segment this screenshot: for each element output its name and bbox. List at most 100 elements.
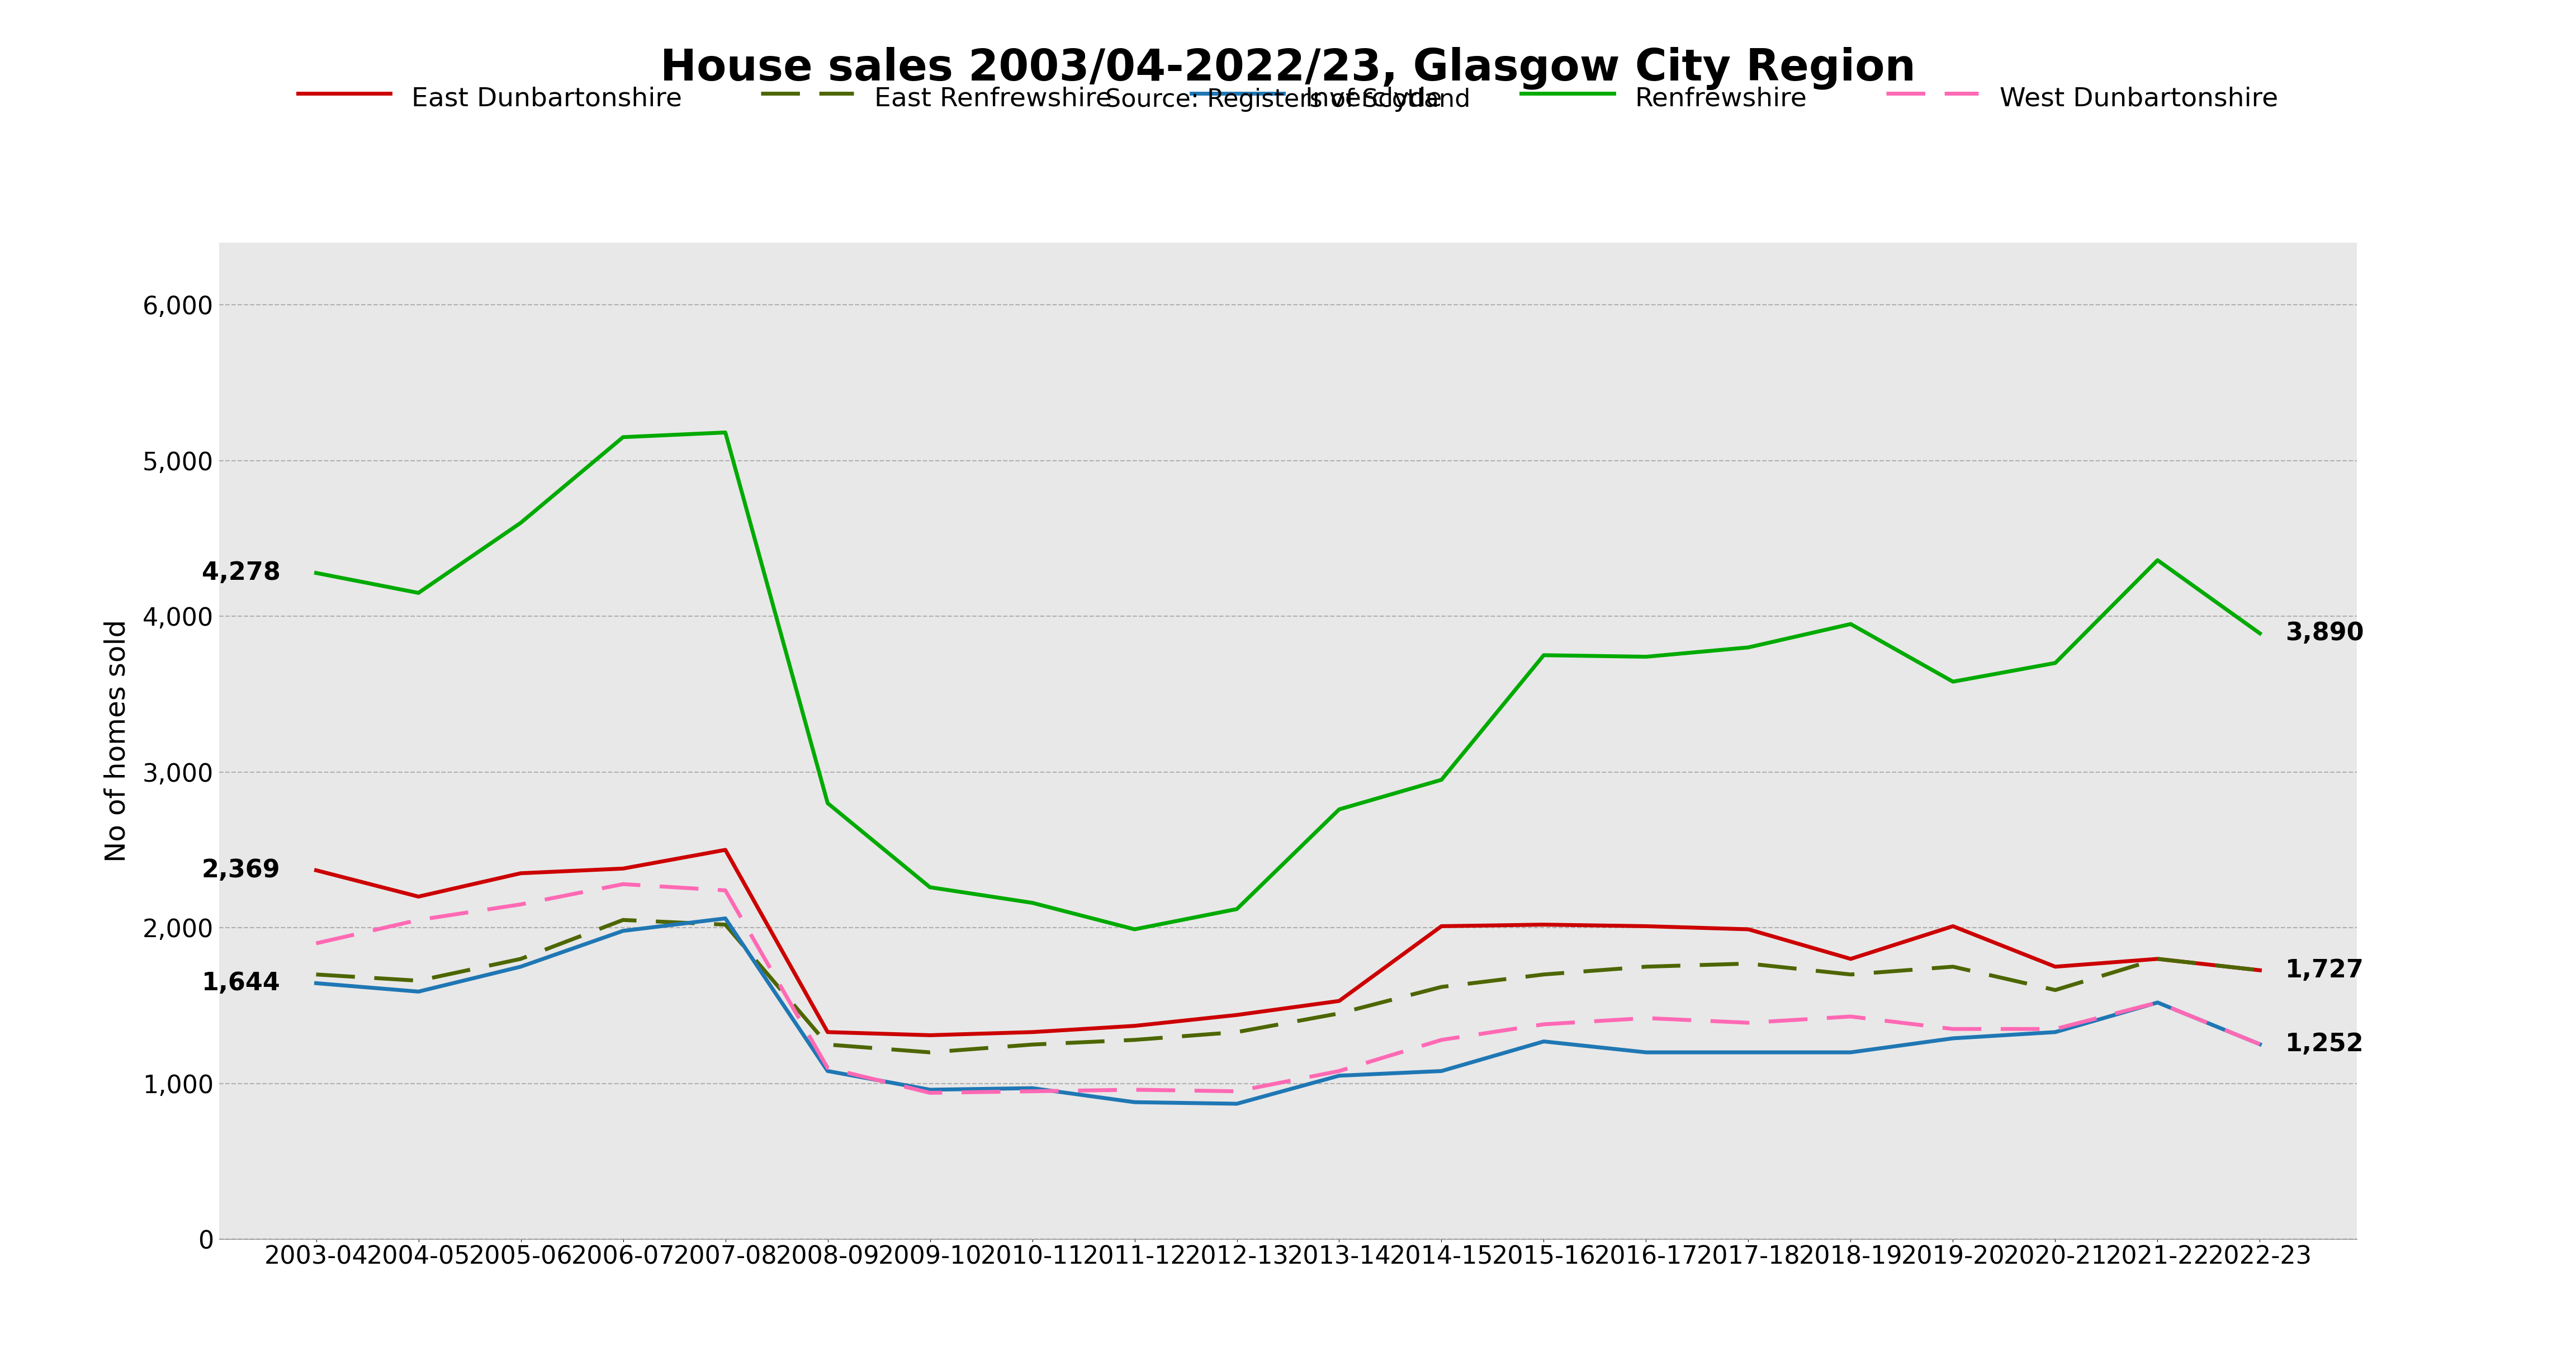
West Dunbartonshire bbox=[402, 912, 433, 928]
Line: West Dunbartonshire: West Dunbartonshire bbox=[317, 884, 2259, 1092]
Renfrewshire bbox=[301, 564, 332, 581]
West Dunbartonshire bbox=[1427, 1032, 1458, 1048]
Renfrewshire bbox=[2244, 625, 2275, 641]
East Dunbartonshire bbox=[1427, 919, 1458, 935]
East Dunbartonshire bbox=[1118, 1018, 1149, 1034]
Inverclyde bbox=[1118, 1094, 1149, 1110]
East Renfrewshire bbox=[1427, 979, 1458, 995]
East Renfrewshire bbox=[914, 1044, 945, 1060]
West Dunbartonshire bbox=[1528, 1016, 1558, 1032]
East Dunbartonshire bbox=[914, 1028, 945, 1044]
Renfrewshire bbox=[711, 424, 742, 440]
East Dunbartonshire bbox=[402, 889, 433, 905]
East Dunbartonshire bbox=[2040, 959, 2071, 975]
Text: 1,644: 1,644 bbox=[201, 971, 281, 995]
East Renfrewshire bbox=[811, 1036, 842, 1052]
Renfrewshire bbox=[505, 515, 536, 531]
East Renfrewshire bbox=[1221, 1024, 1252, 1040]
Renfrewshire bbox=[1221, 901, 1252, 917]
Inverclyde bbox=[2143, 994, 2174, 1010]
East Dunbartonshire bbox=[711, 842, 742, 858]
East Renfrewshire bbox=[301, 966, 332, 982]
West Dunbartonshire bbox=[1221, 1083, 1252, 1099]
East Dunbartonshire bbox=[505, 865, 536, 881]
Inverclyde bbox=[1221, 1095, 1252, 1111]
Renfrewshire bbox=[1427, 772, 1458, 788]
East Dunbartonshire bbox=[1834, 951, 1865, 967]
East Renfrewshire bbox=[1834, 966, 1865, 982]
Text: 1,252: 1,252 bbox=[2285, 1032, 2365, 1056]
East Dunbartonshire bbox=[1018, 1024, 1048, 1040]
Inverclyde bbox=[1324, 1068, 1355, 1084]
East Dunbartonshire bbox=[811, 1024, 842, 1040]
West Dunbartonshire bbox=[1118, 1082, 1149, 1098]
West Dunbartonshire bbox=[914, 1084, 945, 1100]
East Renfrewshire bbox=[402, 973, 433, 989]
West Dunbartonshire bbox=[711, 882, 742, 898]
Text: 1,727: 1,727 bbox=[2285, 958, 2365, 982]
Inverclyde bbox=[402, 983, 433, 999]
Line: Renfrewshire: Renfrewshire bbox=[317, 432, 2259, 929]
East Dunbartonshire bbox=[1324, 993, 1355, 1009]
Inverclyde bbox=[1937, 1030, 1968, 1047]
East Dunbartonshire bbox=[301, 862, 332, 878]
East Renfrewshire bbox=[1018, 1036, 1048, 1052]
East Dunbartonshire bbox=[2143, 951, 2174, 967]
West Dunbartonshire bbox=[1018, 1083, 1048, 1099]
Inverclyde bbox=[1018, 1080, 1048, 1096]
Renfrewshire bbox=[811, 795, 842, 811]
East Renfrewshire bbox=[608, 912, 639, 928]
East Dunbartonshire bbox=[1734, 921, 1765, 938]
East Dunbartonshire bbox=[1631, 919, 1662, 935]
Legend: East Dunbartonshire, East Renfrewshire, Inverclyde, Renfrewshire, West Dunbarton: East Dunbartonshire, East Renfrewshire, … bbox=[299, 81, 2277, 113]
West Dunbartonshire bbox=[2143, 994, 2174, 1010]
Renfrewshire bbox=[1734, 640, 1765, 656]
West Dunbartonshire bbox=[505, 896, 536, 912]
East Renfrewshire bbox=[1937, 959, 1968, 975]
Renfrewshire bbox=[402, 585, 433, 601]
East Dunbartonshire bbox=[1937, 919, 1968, 935]
Renfrewshire bbox=[1528, 647, 1558, 663]
Inverclyde bbox=[505, 959, 536, 975]
Renfrewshire bbox=[1937, 674, 1968, 690]
Text: 2,369: 2,369 bbox=[201, 858, 281, 882]
West Dunbartonshire bbox=[1937, 1021, 1968, 1037]
West Dunbartonshire bbox=[1631, 1010, 1662, 1026]
West Dunbartonshire bbox=[2244, 1036, 2275, 1052]
East Renfrewshire bbox=[2040, 982, 2071, 998]
East Renfrewshire bbox=[1528, 966, 1558, 982]
East Dunbartonshire bbox=[608, 861, 639, 877]
Inverclyde bbox=[914, 1082, 945, 1098]
Inverclyde bbox=[1427, 1063, 1458, 1079]
Renfrewshire bbox=[914, 880, 945, 896]
Text: 4,278: 4,278 bbox=[201, 560, 281, 585]
West Dunbartonshire bbox=[301, 935, 332, 951]
Renfrewshire bbox=[1834, 616, 1865, 632]
Renfrewshire bbox=[608, 430, 639, 446]
East Renfrewshire bbox=[2143, 951, 2174, 967]
East Dunbartonshire bbox=[1528, 916, 1558, 932]
Line: East Dunbartonshire: East Dunbartonshire bbox=[317, 850, 2259, 1036]
West Dunbartonshire bbox=[1734, 1014, 1765, 1030]
Renfrewshire bbox=[1018, 894, 1048, 911]
Inverclyde bbox=[1734, 1044, 1765, 1060]
West Dunbartonshire bbox=[811, 1060, 842, 1076]
East Dunbartonshire bbox=[1221, 1008, 1252, 1024]
Y-axis label: No of homes sold: No of homes sold bbox=[103, 620, 131, 862]
Inverclyde bbox=[1528, 1033, 1558, 1049]
West Dunbartonshire bbox=[608, 876, 639, 892]
West Dunbartonshire bbox=[2040, 1021, 2071, 1037]
Line: East Renfrewshire: East Renfrewshire bbox=[317, 920, 2259, 1052]
Inverclyde bbox=[811, 1063, 842, 1079]
Renfrewshire bbox=[1324, 801, 1355, 818]
Inverclyde bbox=[301, 975, 332, 991]
East Renfrewshire bbox=[711, 916, 742, 932]
Inverclyde bbox=[2040, 1024, 2071, 1040]
East Renfrewshire bbox=[1734, 955, 1765, 971]
Text: Source: Registers of Scotland: Source: Registers of Scotland bbox=[1105, 88, 1471, 112]
Text: House sales 2003/04-2022/23, Glasgow City Region: House sales 2003/04-2022/23, Glasgow Cit… bbox=[659, 47, 1917, 90]
East Dunbartonshire bbox=[2244, 962, 2275, 978]
Renfrewshire bbox=[1118, 921, 1149, 938]
Renfrewshire bbox=[2040, 655, 2071, 671]
Renfrewshire bbox=[1631, 649, 1662, 665]
